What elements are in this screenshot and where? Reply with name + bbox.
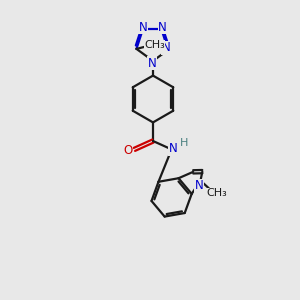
Text: N: N — [139, 21, 148, 34]
Text: N: N — [168, 142, 177, 155]
Text: N: N — [195, 179, 204, 193]
Text: N: N — [162, 41, 170, 55]
Text: N: N — [148, 57, 157, 70]
Text: N: N — [158, 21, 167, 34]
Text: O: O — [123, 144, 132, 157]
Text: CH₃: CH₃ — [206, 188, 227, 198]
Text: CH₃: CH₃ — [144, 40, 165, 50]
Text: H: H — [180, 138, 188, 148]
